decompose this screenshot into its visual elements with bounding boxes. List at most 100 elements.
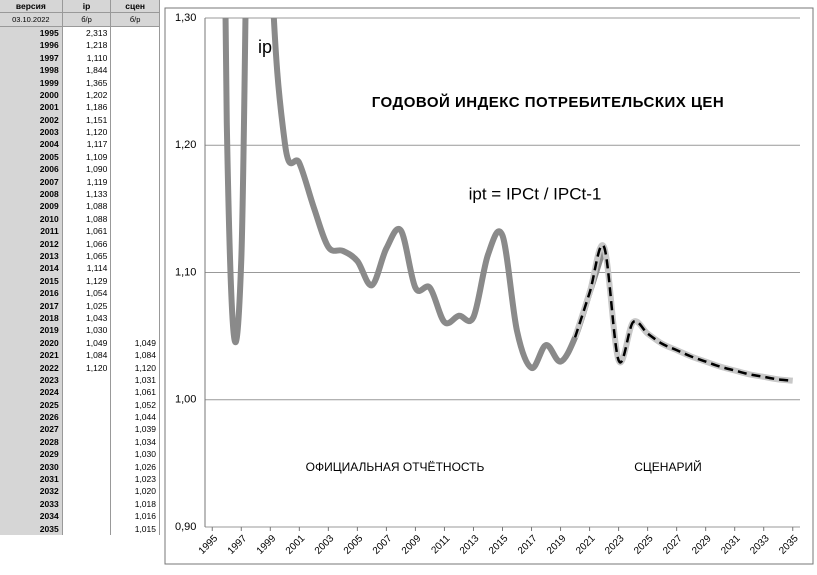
- table-cell: 2031: [0, 472, 63, 486]
- table-cell: 1,117: [62, 138, 112, 151]
- table-cell: 2025: [0, 398, 63, 411]
- table-cell: 1,015: [110, 522, 160, 535]
- table-row: 2031 1,023: [0, 472, 160, 486]
- x-tick-label: 2025: [632, 533, 656, 557]
- table-row: 2030 1,026: [0, 460, 160, 473]
- table-cell: [62, 373, 112, 387]
- x-tick-label: 2023: [603, 533, 627, 557]
- annotation: СЦЕНАРИЙ: [634, 459, 701, 474]
- table-cell: 1995: [0, 26, 63, 40]
- table-cell: [62, 522, 112, 535]
- table-row: 2010 1,088: [0, 212, 160, 226]
- table-cell: 2019: [0, 324, 63, 337]
- table-cell: [62, 410, 112, 424]
- table-cell: 2020: [0, 336, 63, 349]
- chart-title: ГОДОВОЙ ИНДЕКС ПОТРЕБИТЕЛЬСКИХ ЦЕН: [372, 93, 725, 111]
- table-cell: 1,023: [110, 472, 160, 486]
- table-row: 2023 1,031: [0, 373, 160, 387]
- x-tick-label: 1995: [197, 533, 221, 557]
- table-row: 2015 1,129: [0, 274, 160, 287]
- table-row: 2022 1,120 1,120: [0, 361, 160, 374]
- table-cell: [62, 472, 112, 486]
- table-cell: 1,110: [62, 51, 112, 64]
- table-cell: 2018: [0, 311, 63, 325]
- table-row: 1996 1,218: [0, 39, 160, 52]
- table-cell: 1999: [0, 76, 63, 89]
- table-cell: 2013: [0, 249, 63, 263]
- table-cell: 1,120: [62, 361, 112, 374]
- x-tick-label: 2007: [371, 533, 395, 557]
- table-cell: [110, 63, 160, 77]
- table-row: 2029 1,030: [0, 448, 160, 461]
- table-cell: 1,133: [62, 187, 112, 201]
- y-tick-label: 1,30: [175, 12, 196, 24]
- table-cell: [110, 39, 160, 52]
- table-cell: 1,020: [110, 485, 160, 498]
- table-cell: 1,186: [62, 101, 112, 114]
- table-cell: [110, 262, 160, 275]
- table-cell: 1,061: [110, 386, 160, 399]
- table-cell: 1,365: [62, 76, 112, 89]
- table-row: 2035 1,015: [0, 522, 160, 535]
- table-cell: 1,034: [110, 435, 160, 449]
- table-cell: 1,129: [62, 274, 112, 287]
- table-cell: [62, 497, 112, 511]
- table-cell: 1,065: [62, 249, 112, 263]
- x-tick-label: 2021: [574, 533, 598, 557]
- table-row: 2000 1,202: [0, 88, 160, 102]
- x-tick-label: 2009: [400, 533, 424, 557]
- table-cell: 2002: [0, 113, 63, 126]
- table-cell: 2000: [0, 88, 63, 102]
- table-cell: 1,218: [62, 39, 112, 52]
- x-tick-label: 2013: [458, 533, 482, 557]
- table-cell: 1,049: [62, 336, 112, 349]
- y-tick-label: 1,20: [175, 139, 196, 151]
- table-row: 2003 1,120: [0, 125, 160, 139]
- table-cell: 2007: [0, 175, 63, 188]
- table-row: 2024 1,061: [0, 386, 160, 399]
- table-cell: 2035: [0, 522, 63, 535]
- table-cell: [110, 286, 160, 300]
- x-tick-label: 2017: [516, 533, 540, 557]
- table-cell: [62, 398, 112, 411]
- table-row: 2001 1,186: [0, 101, 160, 114]
- table-cell: 1,151: [62, 113, 112, 126]
- table-row: 1995 2,313: [0, 26, 160, 40]
- x-tick-label: 2015: [487, 533, 511, 557]
- table-cell: 1,120: [110, 361, 160, 374]
- table-cell: 1,018: [110, 497, 160, 511]
- x-tick-label: 2011: [429, 533, 452, 556]
- table-cell: [110, 101, 160, 114]
- table-row: 2020 1,049 1,049: [0, 336, 160, 349]
- data-table: версия ip сцен 03.10.2022 б/р б/р 1995 2,313 199…: [0, 0, 160, 535]
- table-cell: 2009: [0, 200, 63, 213]
- table-cell: 1,119: [62, 175, 112, 188]
- table-cell: 2024: [0, 386, 63, 399]
- table-cell: [62, 510, 112, 523]
- table-cell: [110, 225, 160, 238]
- table-cell: [62, 386, 112, 399]
- table-row: 2011 1,061: [0, 225, 160, 238]
- table-cell: 2034: [0, 510, 63, 523]
- table-row: 1998 1,844: [0, 63, 160, 77]
- table-row: 2002 1,151: [0, 113, 160, 126]
- table-cell: 2017: [0, 299, 63, 312]
- table-cell: 1,114: [62, 262, 112, 275]
- x-tick-label: 1999: [255, 533, 279, 557]
- table-cell: 1,049: [110, 336, 160, 349]
- x-tick-label: 2019: [545, 533, 569, 557]
- table-cell: б/р: [62, 12, 112, 27]
- table-cell: 1,109: [62, 150, 112, 164]
- table-row: 2018 1,043: [0, 311, 160, 325]
- table-cell: 2030: [0, 460, 63, 473]
- x-tick-label: 2027: [661, 533, 685, 557]
- x-tick-label: 2031: [719, 533, 743, 557]
- table-row: 2019 1,030: [0, 324, 160, 337]
- table-cell: [110, 113, 160, 126]
- table-cell: [110, 26, 160, 40]
- table-row: 2012 1,066: [0, 237, 160, 250]
- table-cell: [110, 51, 160, 64]
- annotation: ОФИЦИАЛЬНАЯ ОТЧЁТНОСТЬ: [306, 460, 485, 474]
- table-cell: 03.10.2022: [0, 12, 63, 27]
